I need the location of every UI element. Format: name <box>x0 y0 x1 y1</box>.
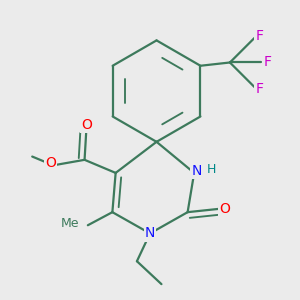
Text: Me: Me <box>61 217 80 230</box>
Text: N: N <box>145 226 155 240</box>
Text: O: O <box>219 202 230 216</box>
Text: F: F <box>255 29 263 43</box>
Text: N: N <box>192 164 202 178</box>
Text: O: O <box>45 156 56 170</box>
Text: F: F <box>263 56 272 70</box>
Text: F: F <box>255 82 263 96</box>
Text: O: O <box>81 118 92 132</box>
Text: H: H <box>206 163 216 176</box>
